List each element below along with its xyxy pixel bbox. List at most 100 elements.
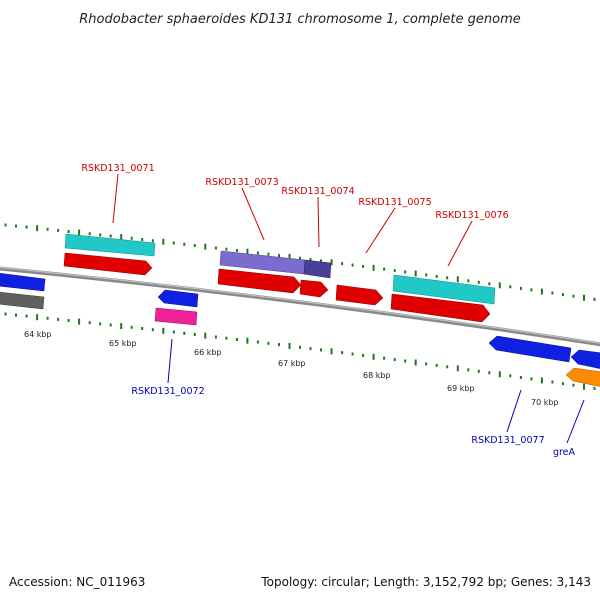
lower-track-tick	[583, 383, 585, 390]
feature-0073-cds[interactable]	[217, 268, 302, 294]
upper-track-tick	[109, 234, 112, 238]
lower-track-tick	[46, 316, 49, 320]
feature-blue-left[interactable]	[0, 273, 46, 292]
feature-0076-cds[interactable]	[390, 293, 491, 323]
upper-track-tick	[88, 232, 91, 236]
feature-0071-gene[interactable]	[64, 233, 156, 257]
upper-track-tick	[204, 243, 207, 250]
lower-track-tick	[551, 380, 554, 384]
upper-track-tick	[320, 259, 322, 263]
feature-0074-cds[interactable]	[299, 279, 329, 298]
lower-track-tick	[446, 365, 449, 369]
topology-summary: Topology: circular; Length: 3,152,792 bp…	[260, 575, 591, 589]
scale-label-68: 68 kbp	[363, 371, 391, 380]
lower-track-tick	[425, 362, 428, 366]
lower-track-tick	[278, 343, 280, 347]
scale-label-64: 64 kbp	[24, 330, 52, 339]
upper-track-tick	[246, 248, 249, 255]
upper-track-tick	[477, 280, 480, 284]
upper-track-tick	[299, 256, 301, 260]
upper-track-tick	[67, 230, 70, 233]
lower-track-tick	[362, 353, 365, 357]
lower-track-tick	[404, 359, 407, 363]
upper-track-tick	[540, 288, 543, 295]
feature-0076-gene[interactable]	[392, 274, 496, 305]
feature-0077-cds[interactable]	[488, 335, 572, 363]
upper-track-tick	[267, 252, 270, 256]
upper-track-tick	[162, 238, 165, 245]
upper-track-tick	[256, 251, 259, 255]
feature-0072-rna[interactable]	[154, 307, 198, 326]
upper-track-tick	[446, 276, 449, 280]
upper-track-tick	[425, 273, 428, 277]
upper-track-tick	[467, 279, 470, 283]
scale-label-69: 69 kbp	[447, 384, 475, 393]
lower-track-tick	[393, 358, 396, 362]
lower-track-tick	[435, 363, 438, 367]
leader-0075	[365, 207, 396, 254]
leader-0072	[167, 338, 173, 384]
label-grea[interactable]: greA	[553, 447, 576, 458]
lower-track-tick	[509, 374, 512, 378]
label-0075[interactable]: RSKD131_0075	[358, 197, 431, 208]
lower-track-tick	[183, 331, 186, 335]
feature-labels: RSKD131_0071 RSKD131_0073 RSKD131_0074 R…	[81, 163, 575, 458]
lower-track-tick	[4, 312, 7, 316]
label-0074[interactable]: RSKD131_0074	[281, 186, 354, 197]
lower-track-tick	[498, 371, 501, 378]
lower-track-tick	[351, 352, 354, 356]
lower-track-tick	[141, 327, 144, 330]
label-0076[interactable]: RSKD131_0076	[435, 210, 508, 221]
feature-0071-cds[interactable]	[63, 252, 153, 276]
upper-track-tick	[4, 223, 7, 227]
upper-track-tick	[351, 263, 354, 267]
feature-0072-cds[interactable]	[157, 289, 199, 308]
upper-track-tick	[193, 244, 196, 247]
upper-track-tick	[341, 262, 344, 266]
feature-grea-gene[interactable]	[565, 367, 600, 387]
lower-track-tick	[57, 317, 60, 321]
scale-label-70: 70 kbp	[531, 398, 559, 407]
label-0071[interactable]: RSKD131_0071	[81, 163, 154, 174]
feature-grea-cds[interactable]	[570, 349, 600, 369]
upper-track-tick	[15, 224, 17, 228]
label-0077[interactable]: RSKD131_0077	[471, 435, 544, 446]
upper-track-tick	[183, 242, 186, 246]
lower-track-tick	[561, 382, 564, 386]
lower-track-tick	[456, 365, 459, 372]
upper-track-tick	[561, 293, 564, 297]
upper-track-tick	[456, 276, 459, 283]
leader-0077	[506, 389, 522, 433]
upper-track-tick	[488, 282, 491, 286]
lower-track-tick	[246, 337, 249, 344]
label-0072[interactable]: RSKD131_0072	[131, 386, 204, 397]
lower-track-tick	[372, 353, 375, 360]
upper-track-tick	[498, 282, 501, 289]
tick-marks	[4, 223, 596, 390]
accession-text: Accession: NC_011963	[9, 575, 145, 589]
upper-track-tick	[414, 270, 417, 277]
feature-grey-left[interactable]	[0, 291, 45, 310]
upper-track-tick	[235, 249, 238, 252]
upper-track-tick	[551, 291, 554, 295]
feature-0074-gene[interactable]	[303, 259, 332, 279]
lower-track-tick	[15, 313, 17, 317]
leader-0073	[241, 187, 265, 241]
upper-track-tick	[593, 297, 596, 301]
feature-0075-cds[interactable]	[335, 284, 384, 306]
upper-track-tick	[509, 285, 512, 289]
upper-track-tick	[225, 247, 228, 251]
label-0073[interactable]: RSKD131_0073	[205, 177, 278, 188]
label-leader-lines	[112, 173, 585, 444]
lower-track-tick	[204, 332, 207, 339]
lower-track-tick	[67, 319, 70, 322]
upper-track-tick	[583, 294, 585, 301]
scale-labels: 64 kbp 65 kbp 66 kbp 67 kbp 68 kbp 69 kb…	[24, 330, 559, 407]
upper-track-tick	[288, 253, 291, 260]
upper-track-tick	[78, 229, 81, 236]
scale-label-67: 67 kbp	[278, 359, 306, 368]
lower-track-tick	[309, 347, 312, 351]
features	[0, 233, 600, 387]
lower-track-tick	[78, 318, 81, 325]
lower-track-tick	[172, 330, 175, 334]
